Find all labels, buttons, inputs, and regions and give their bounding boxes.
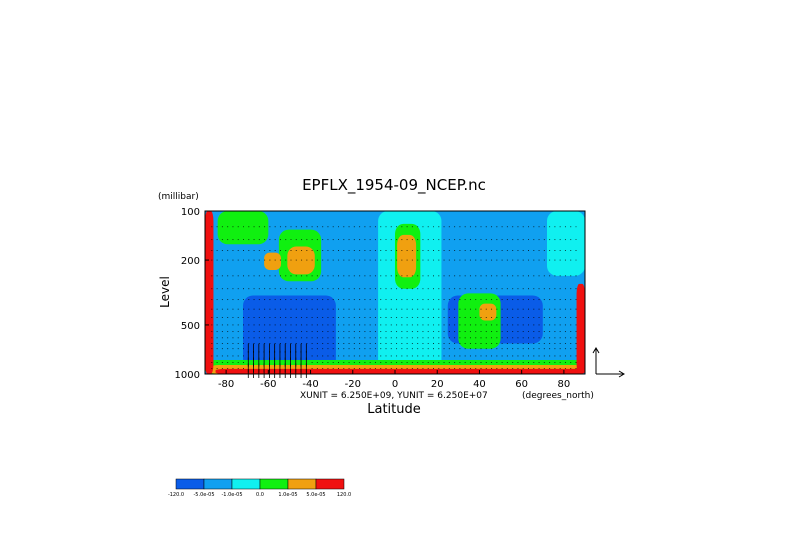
contour-region-strong-negative — [243, 295, 336, 374]
colorbar-label: 1.0e-05 — [278, 492, 297, 498]
x-tick-label: -60 — [260, 379, 276, 390]
contour-region-positive — [397, 234, 417, 278]
colorbar: -120.0 -5.0e-05 -1.0e-05 0.0 1.0e-05 5.0e-05 1… — [168, 478, 351, 498]
x-tick-label: -20 — [345, 379, 361, 390]
contour-region-strong-positive — [576, 283, 585, 374]
colorbar-segment — [203, 478, 233, 490]
colorbar-segment — [259, 478, 289, 490]
contour-region-strong-positive — [205, 211, 214, 374]
colorbar-label: 120.0 — [337, 492, 351, 498]
x-tick-label: -80 — [218, 379, 234, 390]
colorbar-segment — [231, 478, 261, 490]
x-unit-label: (degrees_north) — [522, 391, 594, 401]
x-tick-label: -40 — [302, 379, 318, 390]
contour-region-positive — [287, 246, 315, 275]
contour-region-weak-negative — [547, 211, 585, 276]
y-tick-label: 100 — [181, 207, 200, 218]
y-ticks: 100 200 500 1000 — [175, 207, 209, 381]
colorbar-label: 5.0e-05 — [306, 492, 325, 498]
contour-region-positive — [264, 252, 281, 270]
y-unit-label: (millibar) — [158, 192, 199, 202]
colorbar-segment — [175, 478, 205, 490]
y-tick-label: 200 — [181, 256, 200, 267]
colorbar-segment — [315, 478, 345, 490]
vector-scale-text: XUNIT = 6.250E+09, YUNIT = 6.250E+07 — [300, 391, 488, 401]
contour-region-weak-positive — [458, 293, 501, 349]
y-tick-label: 1000 — [175, 370, 200, 381]
x-axis-label: Latitude — [367, 402, 421, 417]
contour-region-positive — [479, 303, 497, 321]
colorbar-label: -120.0 — [168, 492, 184, 498]
colorbar-segment — [287, 478, 317, 490]
x-tick-label: 80 — [558, 379, 571, 390]
x-tick-label: 0 — [392, 379, 398, 390]
colorbar-label: 0.0 — [256, 492, 264, 498]
colorbar-label: -5.0e-05 — [194, 492, 215, 498]
x-tick-label: 40 — [473, 379, 486, 390]
reference-vector-icon — [592, 347, 625, 378]
x-ticks: -80 -60 -40 -20 0 20 40 60 80 — [218, 370, 570, 390]
contour-region-strong-positive — [215, 368, 586, 374]
plot-area — [205, 211, 586, 374]
x-tick-label: 20 — [431, 379, 444, 390]
chart-title: EPFLX_1954-09_NCEP.nc — [302, 176, 486, 195]
contour-region-weak-negative — [378, 211, 442, 374]
x-tick-label: 60 — [515, 379, 528, 390]
y-axis-label: Level — [158, 276, 172, 308]
contour-region-weak-positive — [217, 211, 269, 245]
y-tick-label: 500 — [181, 321, 200, 332]
colorbar-label: -1.0e-05 — [222, 492, 243, 498]
